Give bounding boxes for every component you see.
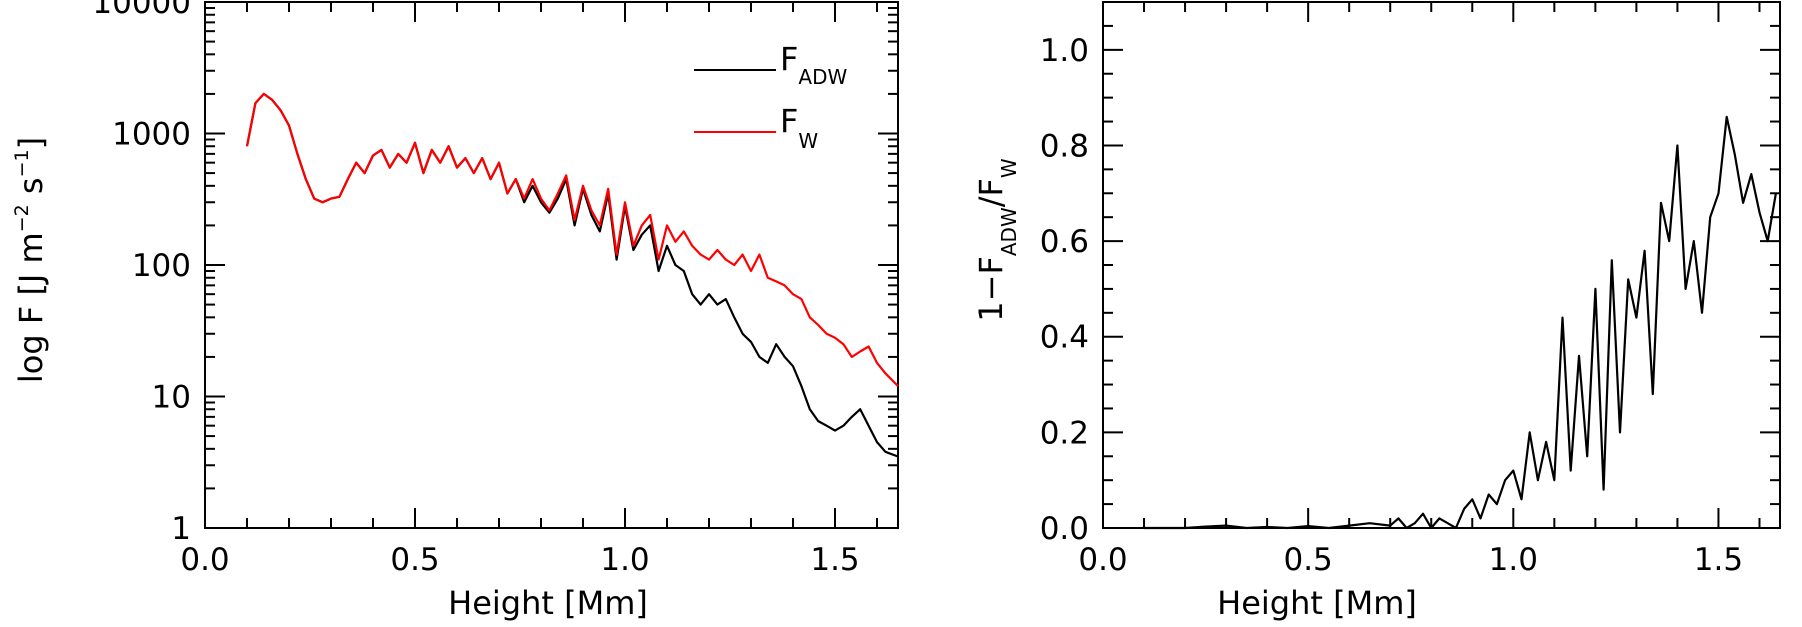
ratio-y-tick-label: 0.2 <box>1040 415 1089 451</box>
ratio-panel: 0.0 0.5 1.0 1.5 0.0 0.2 0.4 0.6 0.8 1.0 Height [M… <box>972 1 1781 622</box>
ratio-y-tick-label: 0.0 <box>1040 511 1089 547</box>
legend-label-f-adw: FADW <box>780 40 847 89</box>
ratio-y-tick-label: 0.6 <box>1040 224 1089 260</box>
flux-y-tick-label: 100 <box>132 248 191 284</box>
ratio-x-tick-label: 0.5 <box>1283 542 1332 578</box>
ratio-y-axis-title: 1−FADW/FW <box>972 158 1021 322</box>
ratio-y-tick-label: 0.4 <box>1040 320 1089 356</box>
ratio-x-tick-label: 1.0 <box>1489 542 1538 578</box>
flux-x-tick-label: 0.0 <box>180 542 229 578</box>
ratio-y-tick-label: 1.0 <box>1040 33 1089 69</box>
flux-x-tick-label: 1.0 <box>600 542 649 578</box>
ratio-y-tick-label: 0.8 <box>1040 128 1089 164</box>
flux-legend: FADW FW <box>694 40 847 153</box>
flux-x-tick-label: 0.5 <box>390 542 439 578</box>
flux-y-tick-label: 10 <box>152 380 191 416</box>
flux-y-tick-label: 1000 <box>112 117 191 153</box>
flux-series-f-w <box>245 92 899 387</box>
flux-axes-frame <box>204 1 899 529</box>
ratio-x-axis-title: Height [Mm] <box>1217 584 1417 622</box>
legend-label-f-w: FW <box>780 102 818 153</box>
ratio-x-tick-label: 1.5 <box>1694 542 1743 578</box>
flux-x-axis-title: Height [Mm] <box>448 584 648 622</box>
ratio-x-tick-label: 0.0 <box>1078 542 1127 578</box>
flux-x-tick-label: 1.5 <box>810 542 859 578</box>
ratio-axes-frame <box>1102 1 1781 529</box>
flux-panel: 0.0 0.5 1.0 1.5 1 10 100 1000 10000 FADW FW Heig… <box>11 0 899 622</box>
flux-y-tick-label: 10000 <box>92 0 191 21</box>
ratio-series-1-f-adw-f-w <box>1144 115 1777 530</box>
flux-y-tick-label: 1 <box>171 511 191 547</box>
flux-y-axis-title: log F [J m−2 s−1] <box>11 137 50 383</box>
